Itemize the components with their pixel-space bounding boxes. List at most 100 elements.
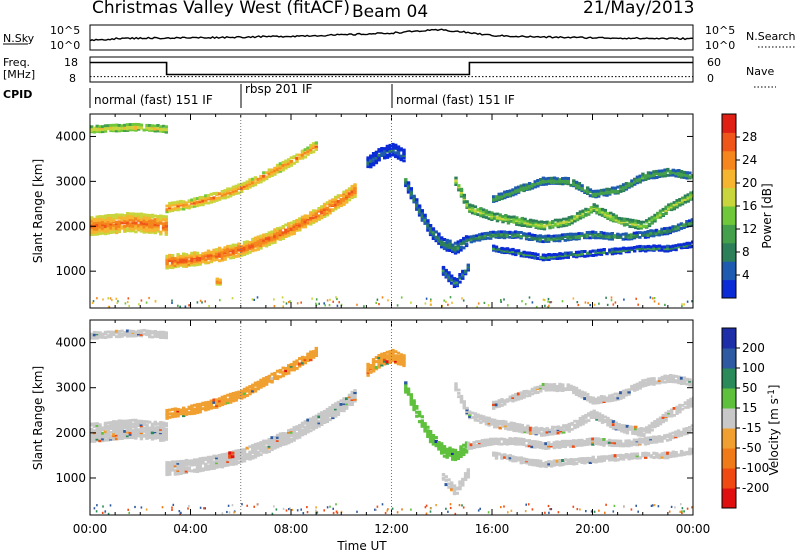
scatter-cell: [391, 151, 395, 155]
scatter-cell: [588, 441, 592, 445]
scatter-cell: [322, 420, 327, 423]
scatter-cell: [519, 184, 523, 188]
scatter-cell: [377, 354, 381, 357]
scatter-cell: [209, 467, 213, 471]
scatter-cell: [399, 357, 403, 361]
scatter-cell: [264, 177, 269, 181]
scatter-cell: [253, 236, 258, 240]
scatter-cell: [526, 223, 530, 227]
scatter-cell: [667, 205, 671, 208]
scatter-cell: [92, 128, 97, 131]
scatter-cell: [289, 221, 294, 225]
scatter-cell: [643, 442, 648, 446]
scatter-cell: [649, 441, 653, 444]
scatter-cell: [531, 431, 536, 434]
scatter-cell: [440, 446, 444, 450]
scatter-cell: [552, 180, 557, 184]
scatter-cell: [309, 211, 313, 215]
scatter-cell: [309, 350, 313, 354]
scatter-cell: [153, 422, 157, 426]
scatter-cell: [526, 224, 530, 228]
scatter-cell: [165, 261, 169, 265]
scatter-cell: [309, 214, 313, 218]
scatter-cell: [462, 200, 466, 204]
scatter-cell: [645, 224, 649, 228]
scatter-cell: [643, 440, 648, 444]
scatter-cell: [602, 248, 606, 252]
scatter-cell: [131, 332, 135, 336]
scatter-cell: [573, 215, 577, 218]
scatter-cell: [586, 190, 590, 194]
scatter-cell: [284, 437, 288, 441]
scatter-cell: [391, 149, 395, 153]
scatter-cell: [493, 418, 497, 422]
scatter-cell: [656, 418, 660, 421]
scatter-cell: [642, 429, 646, 432]
scatter-cell: [350, 393, 354, 396]
scatter-cell: [223, 458, 227, 461]
scatter-cell: [456, 455, 460, 459]
scatter-cell: [566, 178, 570, 182]
scatter-cell: [691, 245, 693, 249]
scatter-cell: [689, 404, 693, 408]
scatter-cell: [275, 439, 280, 442]
scatter-cell: [487, 210, 491, 214]
scatter-cell: [561, 256, 565, 260]
scatter-cell: [606, 420, 610, 423]
scatter-cell: [339, 405, 343, 409]
scatter-cell: [453, 245, 458, 249]
scatter-cell: [423, 213, 427, 217]
scatter-cell: [369, 366, 373, 370]
scatter-cell: [426, 431, 430, 435]
scatter-cell: [245, 457, 249, 460]
scatter-cell: [577, 253, 582, 257]
noise-speck: [691, 300, 693, 303]
noise-speck: [587, 301, 589, 305]
scatter-cell: [495, 219, 500, 223]
scatter-cell: [275, 436, 280, 439]
scatter-cell: [150, 222, 155, 226]
scatter-cell: [587, 413, 591, 417]
scatter-cell: [215, 277, 219, 281]
scatter-cell: [409, 190, 413, 194]
scatter-cell: [624, 439, 628, 443]
scatter-cell: [442, 241, 447, 245]
scatter-cell: [591, 442, 595, 446]
scatter-cell: [240, 249, 244, 252]
scatter-cell: [377, 148, 381, 152]
scatter-cell: [278, 229, 283, 233]
scatter-cell: [470, 411, 475, 415]
scatter-cell: [345, 400, 349, 404]
scatter-cell: [394, 359, 398, 363]
scatter-cell: [399, 353, 403, 357]
scatter-cell: [103, 423, 108, 427]
scatter-cell: [570, 215, 574, 219]
scatter-cell: [660, 174, 664, 178]
scatter-cell: [237, 244, 241, 247]
scatter-cell: [134, 334, 138, 338]
scatter-cell: [574, 232, 579, 236]
scatter-cell: [281, 225, 285, 228]
scatter-cell: [131, 418, 135, 422]
scatter-cell: [537, 427, 541, 431]
scatter-cell: [251, 383, 255, 387]
scatter-cell: [142, 213, 146, 217]
noise-speck: [323, 302, 325, 305]
scatter-cell: [630, 452, 634, 456]
scatter-cell: [613, 251, 617, 255]
scatter-cell: [602, 440, 606, 444]
scatter-cell: [685, 245, 689, 249]
scatter-cell: [668, 245, 673, 249]
scatter-cell: [287, 365, 291, 369]
scatter-cell: [193, 251, 197, 255]
scatter-cell: [550, 464, 554, 468]
scatter-cell: [103, 129, 108, 133]
scatter-cell: [342, 409, 346, 413]
scatter-cell: [168, 259, 172, 262]
scatter-cell: [125, 127, 130, 131]
scatter-cell: [494, 440, 498, 444]
scatter-cell: [522, 457, 526, 461]
scatter-cell: [317, 207, 321, 210]
scatter-cell: [595, 204, 599, 208]
scatter-cell: [292, 360, 296, 364]
